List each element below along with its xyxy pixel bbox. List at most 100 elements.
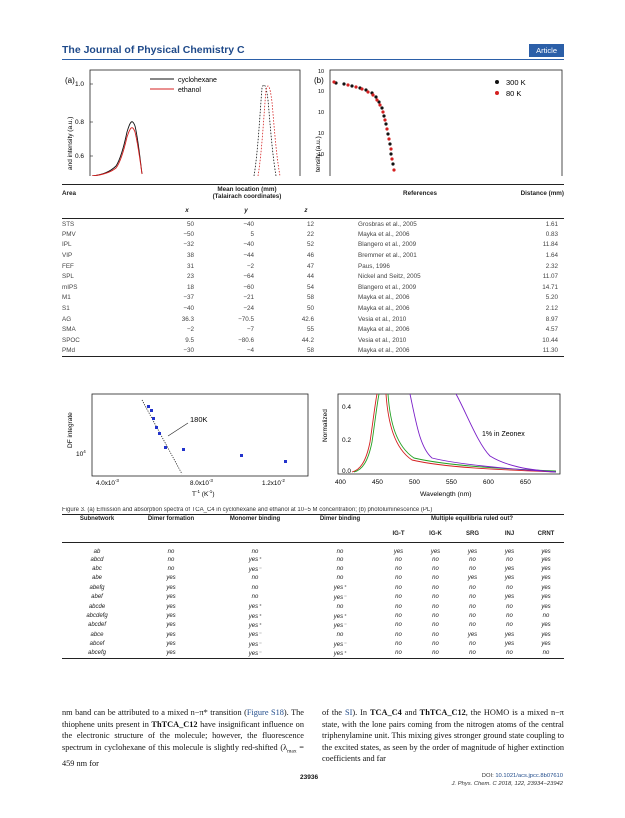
- legend-marker-80k: [495, 91, 499, 95]
- table-cell: yes⁻: [333, 594, 347, 601]
- df-xtick-0: 4.0x10-3: [96, 478, 119, 487]
- table-cell: 38: [186, 252, 194, 260]
- table-cell: −70.5: [238, 315, 254, 323]
- table-cell: no: [506, 556, 513, 563]
- table-cell: yes: [504, 631, 515, 638]
- table-cell: yes: [166, 575, 176, 582]
- table-cell: abcde: [88, 603, 106, 610]
- decay-ytick-decoration: 10: [318, 110, 324, 116]
- th-mean: Mean location (mm) (Talairach coordinate…: [158, 185, 336, 202]
- table-cell: no: [542, 650, 550, 657]
- table-cell: yes: [467, 549, 478, 555]
- df-ylabel: DF integrate: [67, 412, 74, 448]
- table-cell: abc: [92, 566, 102, 573]
- df-xtick-2: 1.2x10-2: [262, 478, 285, 487]
- decay-ytick-decoration: 10: [318, 131, 324, 137]
- table-cell: yes⁺: [333, 650, 347, 657]
- citation: J. Phys. Chem. C 2018, 122, 23934−23942: [451, 781, 563, 787]
- table-cell: Grosbras et al., 2005: [358, 220, 417, 228]
- table-cell: yes: [504, 641, 515, 648]
- table-cell: IPL: [62, 241, 72, 249]
- table-cell: 18: [186, 283, 194, 291]
- df-xtick-2-base: 1.2x10: [262, 480, 281, 487]
- table-cell: yes: [504, 594, 515, 601]
- normalized-ylabel: Normalized: [322, 409, 329, 442]
- table-cell: no: [395, 631, 402, 638]
- table-row: FEF 31 −2 47 Paus, 1996 2.32: [62, 261, 564, 272]
- doi-link[interactable]: 10.1021/acs.jpcc.8b07610: [495, 773, 563, 779]
- panel-label-b: (b): [314, 76, 324, 85]
- journal-title[interactable]: The Journal of Physical Chemistry C: [62, 44, 245, 56]
- table-cell: no: [469, 594, 476, 601]
- legend-cyclohexane: cyclohexane: [178, 77, 217, 84]
- table-cell: mIPS: [62, 283, 78, 291]
- header-rule: [62, 59, 564, 60]
- table-cell: −37: [183, 294, 194, 302]
- table-cell: 4.57: [545, 326, 558, 334]
- table-cell: 8.97: [545, 315, 558, 323]
- table-cell: yes⁺: [248, 604, 262, 611]
- table-subnetworks: Subnetwork Dimer formation Monomer bindi…: [62, 514, 564, 659]
- table-cell: 12: [306, 220, 314, 228]
- table-cell: 36.3: [181, 315, 194, 323]
- table-cell: STS: [62, 220, 75, 228]
- th-multiple-equilibria: Multiple equilibria ruled out?: [431, 516, 513, 522]
- table-cell: 10.44: [542, 336, 558, 344]
- table-cell: SPL: [62, 273, 74, 281]
- table-cell: 47: [306, 262, 314, 270]
- table-cell: SMA: [62, 326, 76, 334]
- table-row: PMV −50 5 22 Mayka et al., 2006 0.83: [62, 229, 564, 240]
- table-cell: −2: [246, 262, 254, 270]
- table-cell: 52: [306, 241, 314, 249]
- table-row: abcdef yes yes⁺ yes⁻ no no no no yes: [62, 621, 564, 630]
- table-cell: no: [336, 603, 344, 610]
- decay-points-300k: [334, 81, 395, 166]
- table-cell: yes: [430, 549, 441, 555]
- table-cell: no: [432, 556, 439, 563]
- table-cell: no: [506, 613, 513, 620]
- table-cell: Nickel and Seitz, 2005: [358, 273, 421, 281]
- table-row: ab no no no yes yes yes yes yes: [62, 543, 564, 555]
- th-igt: IG-T: [392, 531, 405, 537]
- link-figure-s18[interactable]: Figure S18: [246, 708, 284, 717]
- link-si[interactable]: SI: [344, 708, 353, 717]
- th-distance: Distance (mm): [520, 189, 564, 197]
- table-cell: no: [469, 556, 476, 563]
- table-cell: 50: [186, 220, 194, 228]
- panel-label-a: (a): [65, 76, 75, 85]
- decay-ytick-decoration: 10: [318, 69, 324, 75]
- table-row: VIP 38 −44 46 Bremmer et al., 2001 1.64: [62, 250, 564, 261]
- df-xtick-1-exp: -3: [209, 478, 213, 483]
- ytick-0.4: 0.4: [342, 404, 351, 411]
- table-cell: SPOC: [62, 336, 80, 344]
- right-text-3: , the HOMO is a mixed n−π state, with th…: [322, 708, 564, 763]
- th-z: z: [304, 207, 308, 214]
- table-cell: no: [395, 594, 402, 601]
- table-row: IPL −32 −40 52 Blangero et al., 2009 11.84: [62, 240, 564, 251]
- table-cell: no: [432, 613, 439, 620]
- df-xtick-0-base: 4.0x10: [96, 480, 115, 487]
- table-cell: abe: [91, 575, 102, 582]
- df-xtick-2-exp: -2: [281, 478, 285, 483]
- table-cell: yes: [504, 549, 515, 555]
- table-cell: 5: [250, 230, 254, 238]
- table-cell: FEF: [62, 262, 74, 270]
- table-cell: no: [469, 603, 476, 610]
- table-cell: yes⁻: [248, 641, 262, 648]
- table-cell: 58: [306, 347, 314, 355]
- table-cell: −30: [183, 347, 194, 355]
- table-cell: −50: [183, 230, 194, 238]
- table-row: STS 50 −40 12 Grosbras et al., 2005 1.61: [62, 219, 564, 230]
- table-cell: 55: [306, 326, 314, 334]
- table-cell: PMd: [62, 347, 75, 355]
- df-xlabel-base: T: [192, 491, 196, 498]
- th-mean-sub: (Talairach coordinates): [212, 193, 282, 200]
- table-cell: no: [432, 603, 439, 610]
- table-cell: abcef: [89, 641, 105, 648]
- table-cell: no: [506, 584, 513, 591]
- table-cell: −21: [243, 294, 254, 302]
- article-badge[interactable]: Article: [529, 44, 564, 57]
- right-text-1: ). In: [352, 708, 370, 717]
- table-cell: yes⁻: [248, 650, 262, 657]
- table-cell: yes: [166, 622, 176, 629]
